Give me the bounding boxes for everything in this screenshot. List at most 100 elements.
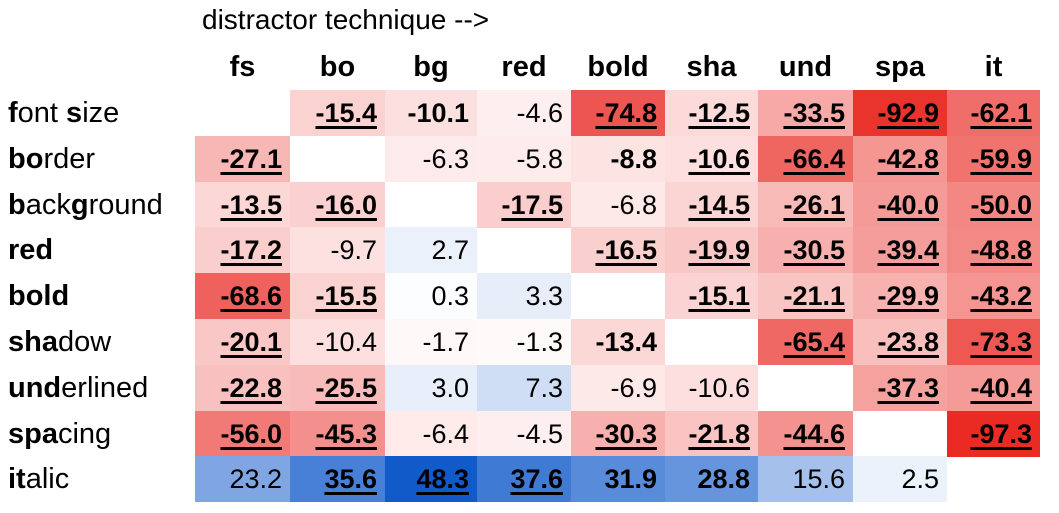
cell-value: -1.3 — [516, 327, 563, 357]
row-label-segment: und — [8, 371, 62, 404]
heatmap-cell: -20.1 — [195, 319, 290, 365]
cell-value: -12.5 — [688, 98, 750, 128]
heatmap-cell: -23.8 — [853, 319, 947, 365]
heatmap-cell: -15.1 — [665, 273, 758, 320]
cell-value: -68.6 — [220, 281, 282, 312]
cell-value: -37.3 — [877, 372, 939, 403]
heatmap-cell: -59.9 — [947, 135, 1040, 182]
cell-value: -15.1 — [688, 281, 750, 312]
heatmap-cell: 23.2 — [195, 456, 290, 503]
cell-value: 31.9 — [604, 464, 657, 495]
row-label: underlined — [8, 365, 193, 411]
heatmap-cell: -29.9 — [853, 273, 947, 320]
heatmap-cell: 37.6 — [477, 456, 571, 503]
heatmap-cell: -13.4 — [571, 319, 665, 365]
heatmap-cell: -12.5 — [665, 90, 758, 136]
cell-value: -59.9 — [970, 143, 1032, 174]
row-label-segment: bo — [8, 142, 44, 175]
heatmap-cell: -10.6 — [665, 364, 758, 411]
heatmap-cell: -6.9 — [571, 364, 665, 411]
cell-value: 3.3 — [525, 281, 563, 312]
heatmap-cell: -4.6 — [477, 90, 571, 136]
heatmap-cell: -16.0 — [290, 181, 385, 228]
column-header-sha: sha — [686, 51, 737, 83]
heatmap-cell: 31.9 — [571, 456, 665, 503]
cell-value: -10.1 — [407, 98, 469, 128]
heatmap-cell: -10.6 — [665, 135, 758, 182]
heatmap-cell: -50.0 — [947, 181, 1040, 228]
heatmap-cell: -16.5 — [571, 227, 665, 274]
cell-value: -5.8 — [516, 143, 563, 174]
heatmap-cell: -40.4 — [947, 364, 1040, 411]
column-header-red: red — [501, 51, 547, 83]
heatmap-cell: -65.4 — [758, 319, 853, 365]
heatmap-cell — [947, 456, 1040, 502]
heatmap-cell: -15.5 — [290, 273, 385, 320]
heatmap-cell: -1.7 — [385, 319, 477, 365]
heatmap-cell: -40.0 — [853, 181, 947, 228]
heatmap-cell — [758, 365, 853, 411]
heatmap-cell: 0.3 — [385, 273, 477, 320]
heatmap-cell: -42.8 — [853, 135, 947, 182]
cell-value: -14.5 — [688, 189, 750, 220]
heatmap-cell: -15.4 — [290, 90, 385, 136]
cell-value: -21.8 — [688, 418, 750, 449]
heatmap-cell: -1.3 — [477, 319, 571, 365]
cell-value: -1.7 — [422, 327, 469, 357]
cell-value: -23.8 — [877, 327, 939, 357]
cell-value: -13.4 — [595, 327, 657, 357]
column-header-und: und — [778, 51, 833, 83]
cell-value: 28.8 — [697, 464, 750, 495]
cell-value: -27.1 — [220, 143, 282, 174]
heatmap-cell: -68.6 — [195, 273, 290, 320]
cell-value: -30.5 — [783, 235, 845, 266]
heatmap-cell: -37.3 — [853, 364, 947, 411]
row-label-segment: cing — [57, 417, 112, 450]
cell-value: 37.6 — [510, 464, 563, 495]
row-label: font size — [8, 90, 193, 136]
heatmap-cell: 48.3 — [385, 456, 477, 503]
cell-value: -6.3 — [422, 143, 469, 174]
row-label-segment: ack — [25, 188, 71, 221]
heatmap-cell: -10.1 — [385, 90, 477, 136]
cell-value: -62.1 — [970, 98, 1032, 128]
column-header-fs: fs — [229, 51, 256, 83]
cell-value: -10.6 — [688, 372, 750, 403]
heatmap-cell: -48.8 — [947, 227, 1040, 274]
row-label: shadow — [8, 319, 193, 365]
heatmap-cell: 2.5 — [853, 456, 947, 503]
column-header-bo: bo — [319, 51, 356, 83]
row-label: italic — [8, 456, 193, 502]
heatmap-cell — [385, 182, 477, 228]
heatmap-cell: -26.1 — [758, 181, 853, 228]
row-label-segment: bold — [8, 280, 70, 313]
heatmap-cell: -66.4 — [758, 135, 853, 182]
row-label: red — [8, 227, 193, 273]
cell-value: -29.9 — [877, 281, 939, 312]
heatmap-cell — [477, 227, 571, 273]
cell-value: -92.9 — [877, 98, 939, 128]
column-header-it: it — [984, 51, 1003, 83]
column-header-spa: spa — [875, 51, 925, 83]
cell-value: -4.6 — [516, 98, 563, 128]
cell-value: -8.8 — [610, 143, 657, 174]
cell-value: -15.4 — [315, 98, 377, 128]
heatmap-cell: 2.7 — [385, 227, 477, 274]
heatmap-cell — [853, 411, 947, 457]
cell-value: -16.5 — [595, 235, 657, 266]
heatmap-cell: -14.5 — [665, 181, 758, 228]
heatmap-cell: -22.8 — [195, 364, 290, 411]
heatmap-cell: -92.9 — [853, 90, 947, 136]
cell-value: -10.6 — [688, 143, 750, 174]
row-label-segment: sha — [8, 326, 58, 358]
cell-value: -26.1 — [783, 189, 845, 220]
heatmap-cell: 15.6 — [758, 456, 853, 503]
heatmap-cell: -74.8 — [571, 90, 665, 136]
cell-value: -13.5 — [220, 189, 282, 220]
cell-value: -65.4 — [783, 327, 845, 357]
row-label-segment: ize — [82, 97, 120, 129]
heatmap-cell: -9.7 — [290, 227, 385, 274]
row-label-segment: b — [8, 188, 26, 221]
heatmap-cell: -33.5 — [758, 90, 853, 136]
cell-value: -50.0 — [970, 189, 1032, 220]
